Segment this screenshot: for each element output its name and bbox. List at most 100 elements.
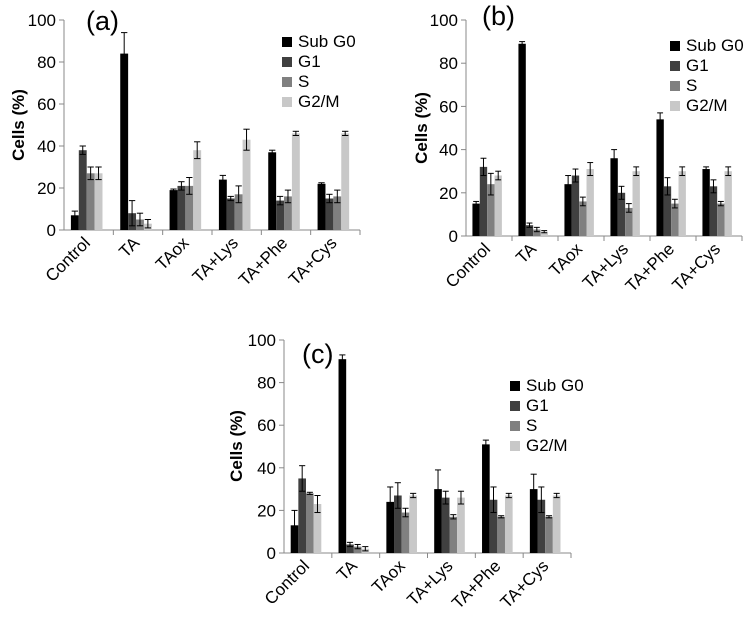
y-tick-label: 0	[267, 544, 276, 563]
bar-g1	[479, 166, 488, 236]
y-tick-label: 0	[47, 221, 56, 240]
bar-s	[86, 173, 95, 230]
x-tick-label: TA+Cys	[285, 233, 341, 289]
legend-label: G2/M	[298, 92, 340, 111]
legend-swatch	[510, 401, 520, 411]
y-tick-label: 40	[439, 141, 458, 160]
bar-sub-g0	[656, 119, 664, 236]
y-axis-label: Cells (%)	[412, 92, 431, 164]
bar-g2-m	[678, 171, 686, 236]
bar-g2-m	[724, 171, 732, 236]
x-tick-label: TA	[115, 233, 143, 261]
x-tick-label: Control	[42, 233, 94, 285]
legend-label: G1	[526, 396, 549, 415]
legend-swatch	[670, 81, 680, 91]
legend-swatch	[670, 61, 680, 71]
bar-sub-g0	[518, 43, 526, 237]
bar-s	[671, 203, 679, 236]
y-tick-label: 100	[28, 11, 56, 30]
bar-g1	[571, 175, 580, 236]
y-tick-label: 100	[430, 11, 458, 30]
x-tick-label: TA+Phe	[235, 233, 291, 289]
x-tick-label: TA+Cys	[668, 239, 724, 295]
bar-g2-m	[409, 495, 417, 553]
x-tick-label: TA+Lys	[403, 556, 456, 609]
y-tick-label: 60	[257, 416, 276, 435]
bar-sub-g0	[218, 179, 227, 230]
x-tick-label: TA+Lys	[189, 233, 242, 286]
bar-s	[625, 207, 633, 236]
bar-g1	[177, 185, 186, 230]
x-tick-label: Control	[442, 239, 494, 291]
bar-g1	[325, 198, 334, 230]
bar-sub-g0	[120, 53, 129, 230]
bar-g1	[525, 225, 534, 236]
bar-g1	[617, 192, 626, 236]
y-tick-label: 20	[439, 184, 458, 203]
bar-g2-m	[457, 497, 465, 553]
bar-g1	[663, 186, 672, 236]
bar-g2-m	[494, 175, 502, 236]
y-tick-label: 40	[37, 137, 56, 156]
bar-sub-g0	[268, 152, 277, 230]
bar-sub-g0	[434, 489, 442, 553]
bar-s	[497, 516, 505, 553]
y-tick-label: 80	[257, 374, 276, 393]
y-tick-label: 40	[257, 459, 276, 478]
panel-label: (b)	[482, 1, 515, 31]
legend-swatch	[670, 41, 680, 51]
y-tick-label: 20	[37, 179, 56, 198]
x-tick-label: TAox	[368, 556, 409, 597]
bar-s	[284, 196, 292, 230]
legend-label: Sub G0	[526, 376, 584, 395]
bar-s	[401, 512, 410, 553]
bar-sub-g0	[386, 501, 395, 553]
legend-label: S	[686, 76, 697, 95]
chart-panel-2: 0 20 40 60 80 100 Cells (%) (b) Control TA TAox TA+…	[412, 1, 744, 296]
legend-swatch	[510, 441, 520, 451]
bar-sub-g0	[564, 184, 572, 236]
legend-swatch	[282, 57, 292, 67]
bar-g1	[276, 200, 285, 230]
bar-s	[545, 516, 553, 553]
y-axis-label: Cells (%)	[9, 89, 28, 161]
bar-g1	[441, 497, 450, 553]
x-tick-label: TA	[512, 239, 540, 267]
bar-g2-m	[341, 133, 350, 230]
bar-g1	[78, 150, 87, 230]
bar-s	[185, 185, 194, 230]
bar-g2-m	[242, 139, 251, 230]
bar-sub-g0	[169, 190, 178, 230]
legend-label: G1	[686, 56, 709, 75]
y-tick-label: 60	[37, 95, 56, 114]
bar-sub-g0	[317, 183, 326, 230]
legend-swatch	[282, 37, 292, 47]
y-tick-label: 60	[439, 97, 458, 116]
bar-g1	[537, 499, 546, 553]
bar-sub-g0	[702, 169, 710, 236]
bar-g1	[394, 495, 402, 553]
legend-swatch	[510, 381, 520, 391]
panel-label: (a)	[86, 6, 119, 36]
bar-s	[487, 184, 495, 236]
bar-s	[449, 516, 458, 553]
bar-g1	[226, 198, 235, 230]
legend-label: G2/M	[686, 96, 728, 115]
y-tick-label: 0	[449, 227, 458, 246]
legend-label: Sub G0	[298, 32, 356, 51]
bar-sub-g0	[482, 444, 490, 553]
x-tick-label: TA	[333, 556, 361, 584]
x-tick-label: TA+Phe	[622, 239, 678, 295]
bar-g2-m	[291, 133, 300, 230]
x-tick-label: TA+Phe	[448, 556, 504, 612]
legend-swatch	[510, 421, 520, 431]
bar-g1	[489, 499, 498, 553]
legend-label: S	[298, 72, 309, 91]
bar-sub-g0	[610, 158, 618, 236]
bar-g2-m	[504, 495, 513, 553]
bar-sub-g0	[529, 489, 538, 553]
x-tick-label: TAox	[546, 239, 587, 280]
